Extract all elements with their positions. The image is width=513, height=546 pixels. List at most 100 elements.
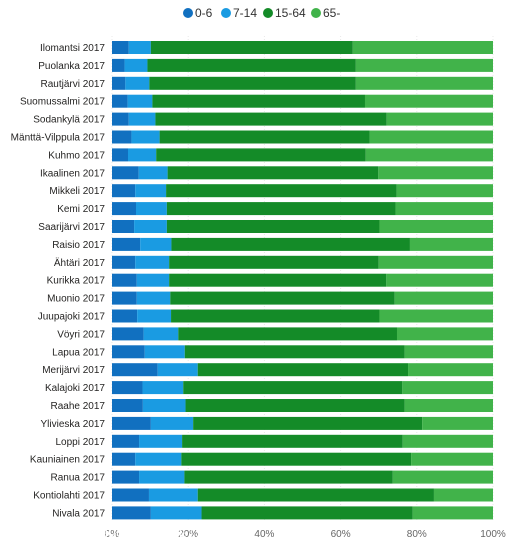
bar-segment-65-[interactable] (379, 309, 493, 323)
bar-segment-7-14[interactable] (136, 273, 170, 287)
bar-row[interactable] (112, 506, 493, 520)
bar-segment-15-64[interactable] (166, 202, 396, 216)
bar-row[interactable] (112, 309, 493, 323)
bar-segment-0-6[interactable] (112, 166, 139, 180)
bar-segment-15-64[interactable] (184, 345, 405, 359)
bar-segment-7-14[interactable] (134, 220, 167, 233)
bar-segment-15-64[interactable] (169, 273, 387, 287)
bar-segment-0-6[interactable] (112, 381, 143, 395)
bar-segment-65-[interactable] (378, 166, 493, 180)
bar-segment-65-[interactable] (422, 416, 493, 430)
bar-segment-7-14[interactable] (128, 148, 157, 162)
bar-segment-7-14[interactable] (144, 345, 185, 359)
bar-row[interactable] (112, 112, 493, 126)
bar-segment-7-14[interactable] (143, 327, 179, 341)
bar-segment-0-6[interactable] (112, 488, 149, 502)
bar-row[interactable] (112, 470, 493, 484)
bar-segment-15-64[interactable] (193, 416, 423, 430)
bar-segment-65-[interactable] (402, 381, 493, 395)
bar-segment-7-14[interactable] (139, 434, 183, 448)
bar-segment-7-14[interactable] (131, 130, 160, 144)
bar-segment-7-14[interactable] (150, 506, 202, 520)
bar-segment-0-6[interactable] (112, 345, 145, 359)
bar-segment-0-6[interactable] (112, 202, 137, 216)
bar-segment-7-14[interactable] (140, 237, 172, 251)
bar-segment-65-[interactable] (364, 94, 493, 108)
bar-row[interactable] (112, 58, 493, 72)
bar-row[interactable] (112, 434, 493, 448)
bar-row[interactable] (112, 345, 493, 359)
bar-segment-0-6[interactable] (112, 112, 129, 126)
bar-segment-65-[interactable] (378, 255, 493, 269)
bar-segment-0-6[interactable] (112, 273, 137, 287)
bar-segment-65-[interactable] (386, 112, 493, 126)
bar-row[interactable] (112, 381, 493, 395)
bar-row[interactable] (112, 399, 493, 412)
bar-segment-7-14[interactable] (139, 470, 185, 484)
bar-segment-65-[interactable] (411, 452, 493, 466)
bar-segment-65-[interactable] (352, 41, 493, 54)
bar-segment-15-64[interactable] (183, 381, 403, 395)
bar-segment-15-64[interactable] (149, 76, 356, 90)
bar-segment-15-64[interactable] (197, 488, 434, 502)
bar-segment-0-6[interactable] (112, 58, 125, 72)
bar-segment-15-64[interactable] (156, 148, 366, 162)
bar-segment-65-[interactable] (379, 220, 493, 233)
bar-segment-15-64[interactable] (201, 506, 413, 520)
bar-segment-7-14[interactable] (135, 452, 182, 466)
bar-segment-7-14[interactable] (127, 94, 153, 108)
bar-segment-0-6[interactable] (112, 327, 144, 341)
bar-segment-15-64[interactable] (178, 327, 397, 341)
bar-segment-0-6[interactable] (112, 506, 151, 520)
bar-segment-65-[interactable] (409, 237, 493, 251)
bar-segment-15-64[interactable] (169, 255, 379, 269)
bar-segment-15-64[interactable] (166, 184, 397, 198)
bar-segment-15-64[interactable] (166, 220, 380, 233)
legend-item-65-[interactable]: 65- (311, 6, 340, 20)
bar-segment-15-64[interactable] (155, 112, 387, 126)
bar-segment-7-14[interactable] (135, 184, 167, 198)
bar-segment-0-6[interactable] (112, 41, 129, 54)
bar-segment-65-[interactable] (412, 506, 493, 520)
bar-segment-7-14[interactable] (125, 76, 150, 90)
bar-segment-7-14[interactable] (136, 291, 171, 305)
bar-row[interactable] (112, 184, 493, 198)
bar-segment-0-6[interactable] (112, 148, 129, 162)
bar-row[interactable] (112, 416, 493, 430)
legend[interactable]: 0-6 7-14 15-64 65- (183, 6, 340, 20)
bar-segment-65-[interactable] (394, 291, 493, 305)
bar-segment-7-14[interactable] (157, 363, 198, 377)
legend-item-0-6[interactable]: 0-6 (183, 6, 213, 20)
bar-segment-0-6[interactable] (112, 94, 128, 108)
bar-segment-0-6[interactable] (112, 76, 126, 90)
bar-segment-0-6[interactable] (112, 184, 136, 198)
bar-segment-15-64[interactable] (171, 309, 380, 323)
bar-row[interactable] (112, 76, 493, 90)
bar-segment-65-[interactable] (396, 184, 493, 198)
bar-segment-15-64[interactable] (182, 434, 403, 448)
legend-item-7-14[interactable]: 7-14 (221, 6, 257, 20)
bar-segment-0-6[interactable] (112, 470, 140, 484)
bar-segment-0-6[interactable] (112, 130, 132, 144)
bar-segment-65-[interactable] (369, 130, 493, 144)
bar-segment-15-64[interactable] (150, 41, 353, 54)
bar-segment-15-64[interactable] (197, 363, 409, 377)
bar-segment-7-14[interactable] (128, 41, 151, 54)
bar-row[interactable] (112, 41, 493, 54)
bar-segment-0-6[interactable] (112, 291, 137, 305)
bar-row[interactable] (112, 202, 493, 216)
bar-segment-65-[interactable] (395, 202, 493, 216)
bar-segment-15-64[interactable] (171, 237, 410, 251)
bar-segment-15-64[interactable] (170, 291, 395, 305)
bar-segment-7-14[interactable] (148, 488, 198, 502)
bar-segment-15-64[interactable] (159, 130, 370, 144)
bar-segment-65-[interactable] (396, 327, 493, 341)
bar-row[interactable] (112, 220, 493, 233)
bar-segment-0-6[interactable] (112, 255, 136, 269)
bar-segment-7-14[interactable] (128, 112, 156, 126)
bar-segment-65-[interactable] (355, 76, 493, 90)
bar-row[interactable] (112, 273, 493, 287)
bars[interactable] (112, 41, 493, 520)
bar-segment-65-[interactable] (355, 58, 493, 72)
bar-segment-7-14[interactable] (124, 58, 148, 72)
